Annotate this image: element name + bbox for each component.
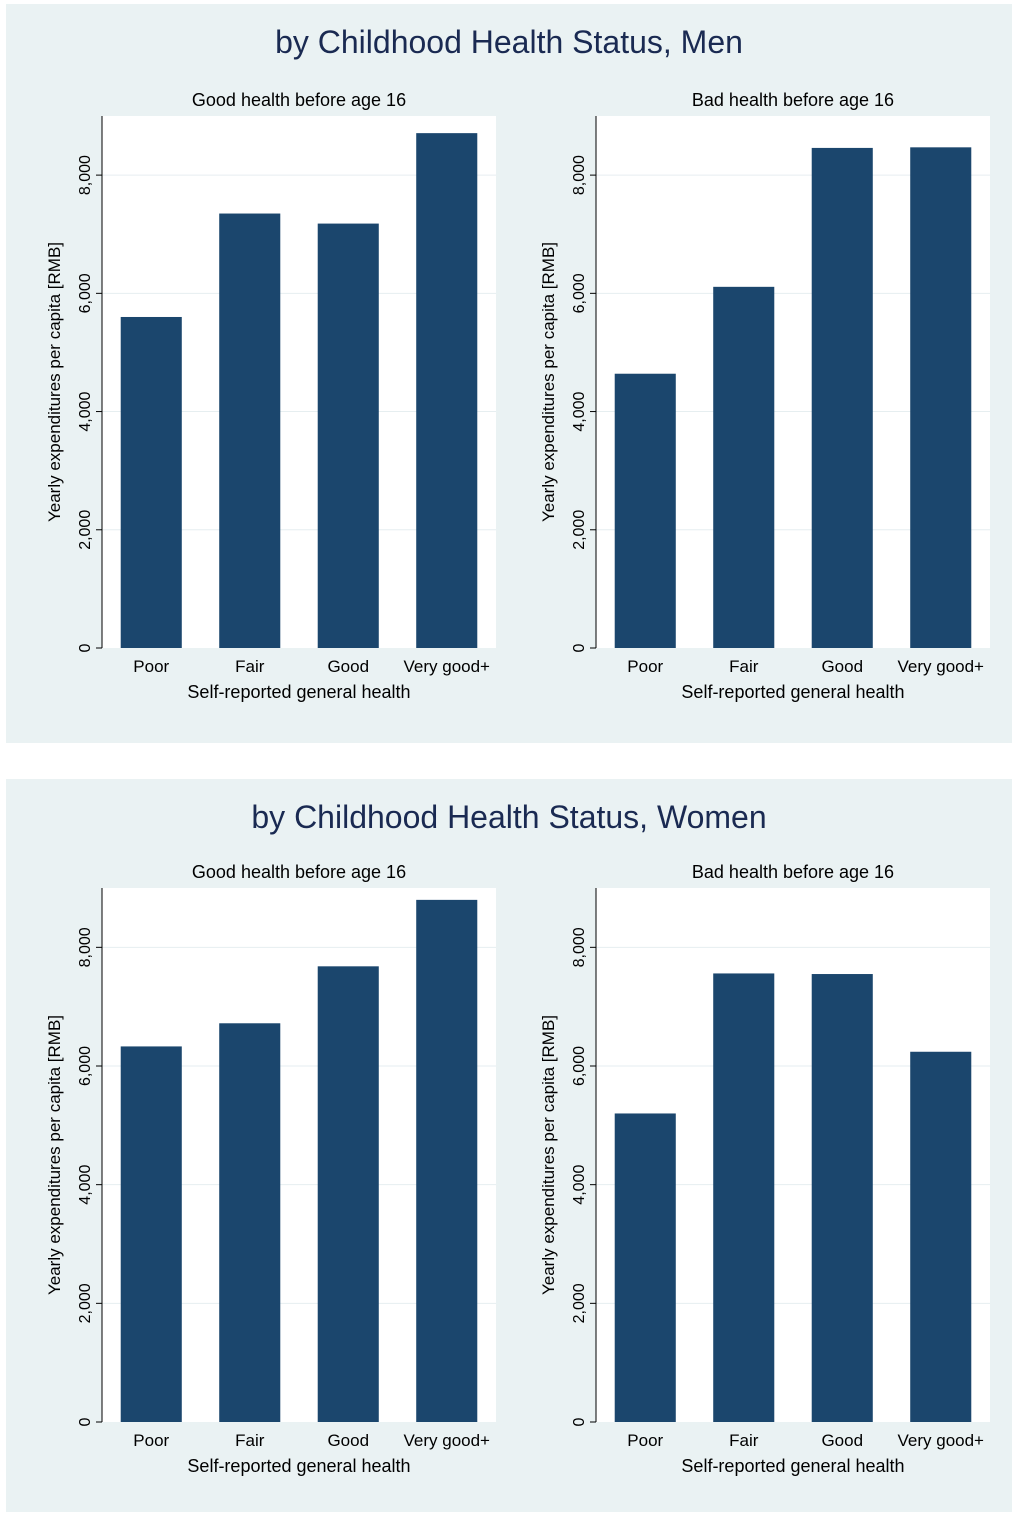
y-tick-label: 8,000 bbox=[571, 155, 588, 195]
x-axis-label: Self-reported general health bbox=[681, 1456, 904, 1476]
y-tick-label: 6,000 bbox=[77, 1046, 94, 1086]
bar-very-good- bbox=[416, 133, 478, 649]
bar-good bbox=[317, 223, 379, 649]
x-tick-label: Fair bbox=[729, 1431, 759, 1450]
x-axis-label: Self-reported general health bbox=[187, 1456, 410, 1476]
bar-fair bbox=[713, 973, 775, 1422]
x-tick-label: Very good+ bbox=[404, 657, 491, 676]
bar-fair bbox=[713, 286, 775, 648]
x-tick-label: Poor bbox=[627, 1431, 663, 1450]
y-axis-label: Yearly expenditures per capita [RMB] bbox=[539, 1015, 558, 1295]
bar-very-good- bbox=[910, 1051, 972, 1422]
bar-fair bbox=[219, 1023, 281, 1422]
x-tick-label: Fair bbox=[235, 1431, 265, 1450]
bar-good bbox=[811, 147, 873, 649]
y-tick-label: 4,000 bbox=[77, 1165, 94, 1205]
y-tick-label: 0 bbox=[571, 1417, 588, 1426]
chart-1: 0 2,000 4,000 6,000 8,000 Poor Fair Good Very go… bbox=[539, 90, 990, 702]
x-tick-label: Very good+ bbox=[898, 657, 985, 676]
y-axis-label: Yearly expenditures per capita [RMB] bbox=[45, 242, 64, 522]
chart-3: 0 2,000 4,000 6,000 8,000 Poor Fair Good Very go… bbox=[539, 862, 990, 1476]
x-tick-label: Good bbox=[821, 1431, 863, 1450]
y-tick-label: 6,000 bbox=[571, 273, 588, 313]
y-tick-label: 2,000 bbox=[77, 1283, 94, 1323]
y-tick-label: 0 bbox=[77, 1417, 94, 1426]
bar-good bbox=[811, 974, 873, 1422]
y-tick-label: 6,000 bbox=[77, 273, 94, 313]
x-tick-label: Poor bbox=[627, 657, 663, 676]
y-axis-label: Yearly expenditures per capita [RMB] bbox=[539, 242, 558, 522]
x-axis-label: Self-reported general health bbox=[187, 682, 410, 702]
x-tick-label: Very good+ bbox=[404, 1431, 491, 1450]
y-tick-label: 4,000 bbox=[571, 1165, 588, 1205]
x-axis-label: Self-reported general health bbox=[681, 682, 904, 702]
y-axis-label: Yearly expenditures per capita [RMB] bbox=[45, 1015, 64, 1295]
chart-title: Good health before age 16 bbox=[192, 862, 406, 882]
bar-poor bbox=[614, 373, 676, 648]
chart-title: Bad health before age 16 bbox=[692, 90, 894, 110]
x-tick-label: Good bbox=[821, 657, 863, 676]
bar-good bbox=[317, 966, 379, 1422]
y-tick-label: 2,000 bbox=[571, 510, 588, 550]
y-tick-label: 2,000 bbox=[571, 1283, 588, 1323]
chart-title: Bad health before age 16 bbox=[692, 862, 894, 882]
y-tick-label: 4,000 bbox=[571, 391, 588, 431]
y-tick-label: 0 bbox=[571, 643, 588, 652]
bar-poor bbox=[120, 1046, 182, 1422]
chart-0: 0 2,000 4,000 6,000 8,000 Poor Fair Good Very go… bbox=[45, 90, 496, 702]
y-tick-label: 6,000 bbox=[571, 1046, 588, 1086]
x-tick-label: Good bbox=[327, 657, 369, 676]
chart-2: 0 2,000 4,000 6,000 8,000 Poor Fair Good Very go… bbox=[45, 862, 496, 1476]
bar-very-good- bbox=[910, 147, 972, 648]
bar-poor bbox=[614, 1113, 676, 1422]
figure-title: by Childhood Health Status, Men bbox=[275, 24, 743, 60]
x-tick-label: Good bbox=[327, 1431, 369, 1450]
bar-very-good- bbox=[416, 899, 478, 1422]
x-tick-label: Poor bbox=[133, 657, 169, 676]
y-tick-label: 4,000 bbox=[77, 391, 94, 431]
x-tick-label: Poor bbox=[133, 1431, 169, 1450]
y-tick-label: 8,000 bbox=[571, 927, 588, 967]
bar-poor bbox=[120, 316, 182, 648]
chart-title: Good health before age 16 bbox=[192, 90, 406, 110]
figure-title: by Childhood Health Status, Women bbox=[251, 799, 767, 835]
x-tick-label: Fair bbox=[729, 657, 759, 676]
x-tick-label: Fair bbox=[235, 657, 265, 676]
bar-fair bbox=[219, 213, 281, 649]
y-tick-label: 0 bbox=[77, 643, 94, 652]
y-tick-label: 2,000 bbox=[77, 510, 94, 550]
x-tick-label: Very good+ bbox=[898, 1431, 985, 1450]
y-tick-label: 8,000 bbox=[77, 927, 94, 967]
y-tick-label: 8,000 bbox=[77, 155, 94, 195]
